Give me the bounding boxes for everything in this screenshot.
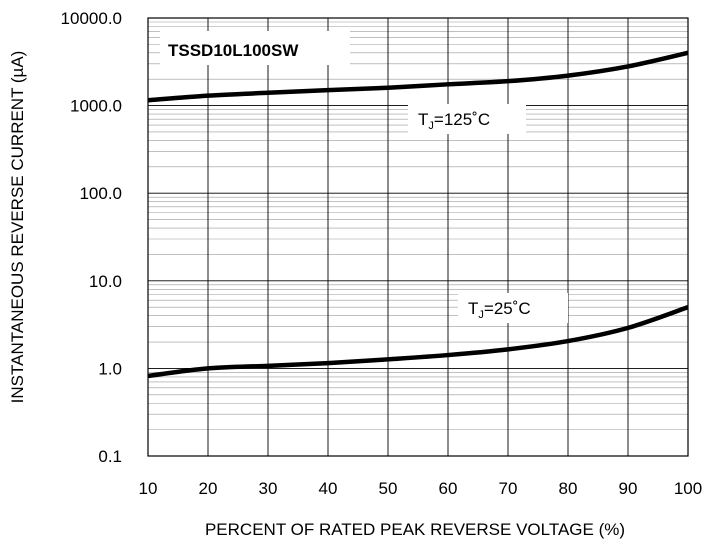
y-axis-title: INSTANTANEOUS REVERSE CURRENT (µA) bbox=[8, 51, 27, 404]
y-tick-label: 100.0 bbox=[79, 184, 122, 203]
series-line bbox=[147, 50, 689, 103]
x-tick-label: 70 bbox=[499, 479, 518, 498]
x-tick-label: 40 bbox=[319, 479, 338, 498]
x-tick-label: 10 bbox=[139, 479, 158, 498]
curve-label-box bbox=[458, 293, 568, 323]
y-tick-label: 10000.0 bbox=[61, 9, 122, 28]
x-axis-title: PERCENT OF RATED PEAK REVERSE VOLTAGE (%… bbox=[205, 520, 625, 539]
curves bbox=[147, 50, 689, 379]
x-tick-label: 60 bbox=[439, 479, 458, 498]
y-tick-label: 1000.0 bbox=[70, 97, 122, 116]
grid-lines bbox=[147, 17, 689, 457]
x-tick-label: 100 bbox=[674, 479, 702, 498]
x-tick-label: 50 bbox=[379, 479, 398, 498]
x-tick-label: 30 bbox=[259, 479, 278, 498]
curve-label-box bbox=[408, 104, 526, 134]
x-tick-label: 20 bbox=[199, 479, 218, 498]
labels: TSSD10L100SW TJ=125˚C TJ=25˚C bbox=[160, 31, 568, 323]
y-tick-label: 10.0 bbox=[89, 272, 122, 291]
part-number-label: TSSD10L100SW bbox=[168, 41, 299, 60]
series-line bbox=[147, 305, 689, 379]
y-tick-label: 1.0 bbox=[98, 359, 122, 378]
x-tick-label: 80 bbox=[559, 479, 578, 498]
tick-labels: 10 20 30 40 50 60 70 80 90 100 0.1 1.0 10.0 100.0 1000… bbox=[61, 9, 703, 498]
part-number-box bbox=[160, 31, 350, 65]
y-tick-label: 0.1 bbox=[98, 447, 122, 466]
curve-label: TJ=125˚C bbox=[418, 110, 490, 132]
x-tick-label: 90 bbox=[619, 479, 638, 498]
curve-label: TJ=25˚C bbox=[468, 299, 531, 321]
plot-frame bbox=[147, 17, 689, 457]
